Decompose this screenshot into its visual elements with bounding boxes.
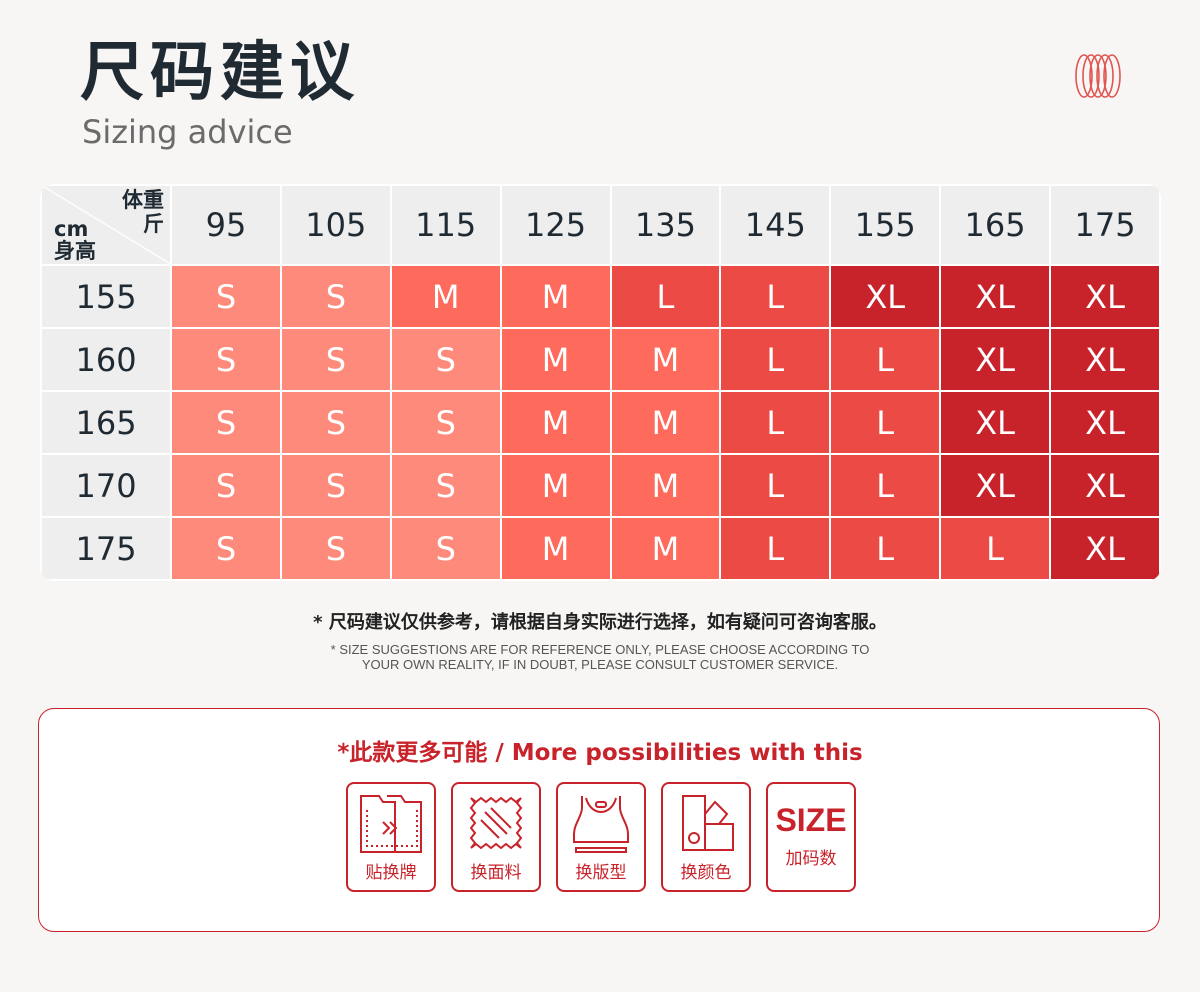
option-tag-swap[interactable]: 贴换牌 (346, 782, 436, 892)
size-cell: L (719, 264, 832, 329)
option-fit[interactable]: 换版型 (556, 782, 646, 892)
size-cell: S (279, 264, 392, 329)
color-swatch-icon (682, 795, 734, 851)
option-fabric[interactable]: 换面料 (451, 782, 541, 892)
page-title: 尺码建议 (80, 36, 360, 110)
size-cell: XL (939, 327, 1052, 392)
weight-unit: 斤 (143, 212, 165, 236)
weight-header: 145 (719, 184, 832, 266)
size-cell: S (170, 453, 282, 518)
size-cell: L (939, 516, 1052, 581)
weight-header: 155 (829, 184, 942, 266)
size-cell: L (829, 327, 942, 392)
size-cell: M (389, 264, 502, 329)
height-header: 160 (40, 327, 173, 392)
size-cell: M (609, 453, 722, 518)
weight-header: 175 (1049, 184, 1161, 266)
weight-label: 体重 (122, 188, 165, 212)
table-row: 160 S S S M M L L XL XL (40, 327, 1161, 392)
size-cell: S (170, 327, 282, 392)
height-label: 身高 (54, 239, 96, 263)
height-header: 155 (40, 264, 173, 329)
size-cell: S (170, 516, 282, 581)
size-cell: M (499, 453, 612, 518)
table-corner-header: 体重斤 cm 身高 (40, 184, 173, 266)
options-title: *此款更多可能 / More possibilities with this (337, 740, 863, 766)
option-label: 换版型 (575, 863, 627, 883)
size-cell: XL (939, 453, 1052, 518)
size-cell: XL (939, 390, 1052, 455)
option-label: 换颜色 (680, 863, 732, 883)
size-cell: L (829, 453, 942, 518)
disclaimer-cn: * 尺码建议仅供参考，请根据自身实际进行选择，如有疑问可咨询客服。 (313, 612, 887, 633)
weight-header: 135 (609, 184, 722, 266)
table-row: 155 S S M M L L XL XL XL (40, 264, 1161, 329)
weight-header: 115 (389, 184, 502, 266)
size-cell: XL (1049, 390, 1161, 455)
table-row: 165 S S S M M L L XL XL (40, 390, 1161, 455)
weight-header: 165 (939, 184, 1052, 266)
page-subtitle: Sizing advice (82, 113, 293, 151)
size-cell: S (389, 516, 502, 581)
weight-header: 125 (499, 184, 612, 266)
size-cell: M (499, 327, 612, 392)
size-cell: XL (1049, 453, 1161, 518)
size-cell: XL (939, 264, 1052, 329)
size-cell: M (609, 390, 722, 455)
option-label: 换面料 (470, 863, 522, 883)
size-cell: S (389, 390, 502, 455)
size-cell: L (719, 453, 832, 518)
size-chart-table: 体重斤 cm 身高 95 105 115 125 135 145 155 165 175 155 S… (40, 184, 1161, 581)
table-row: 175 S S S M M L L L XL (40, 516, 1161, 581)
disclaimer-en-line2: YOUR OWN REALITY, IF IN DOUBT, PLEASE CO… (361, 657, 839, 672)
size-cell: L (719, 327, 832, 392)
size-cell: XL (1049, 516, 1161, 581)
weight-header: 95 (170, 184, 282, 266)
option-label: 加码数 (785, 849, 837, 869)
size-cell: S (170, 264, 282, 329)
size-cell: S (279, 327, 392, 392)
options-list: 贴换牌 换面料 换版型 换颜色 SIZE 加码数 (346, 782, 856, 892)
height-header: 165 (40, 390, 173, 455)
brand-rings-logo (1075, 54, 1121, 98)
size-cell: L (719, 390, 832, 455)
size-cell: M (609, 327, 722, 392)
size-cell: S (389, 327, 502, 392)
size-cell: XL (829, 264, 942, 329)
weight-header: 105 (279, 184, 392, 266)
disclaimer-en: * SIZE SUGGESTIONS ARE FOR REFERENCE ONL… (0, 642, 1200, 672)
size-cell: M (499, 516, 612, 581)
size-cell: XL (1049, 327, 1161, 392)
size-cell: S (170, 390, 282, 455)
size-cell: XL (1049, 264, 1161, 329)
option-label: 贴换牌 (365, 863, 417, 883)
option-color[interactable]: 换颜色 (661, 782, 751, 892)
bra-top-icon (573, 796, 629, 853)
option-size[interactable]: SIZE 加码数 (766, 782, 856, 892)
size-cell: S (279, 516, 392, 581)
size-cell: M (499, 264, 612, 329)
size-cell: L (829, 390, 942, 455)
size-cell: S (279, 390, 392, 455)
tag-swap-icon (360, 795, 422, 853)
fabric-icon (469, 796, 523, 850)
table-row: 170 S S S M M L L XL XL (40, 453, 1161, 518)
size-icon: SIZE (775, 802, 847, 838)
size-cell: M (499, 390, 612, 455)
height-unit: cm (54, 217, 89, 241)
size-cell: L (719, 516, 832, 581)
size-cell: L (829, 516, 942, 581)
size-cell: S (389, 453, 502, 518)
size-cell: M (609, 516, 722, 581)
height-header: 175 (40, 516, 173, 581)
disclaimer-en-line1: * SIZE SUGGESTIONS ARE FOR REFERENCE ONL… (330, 642, 870, 657)
height-header: 170 (40, 453, 173, 518)
size-cell: S (279, 453, 392, 518)
size-cell: L (609, 264, 722, 329)
